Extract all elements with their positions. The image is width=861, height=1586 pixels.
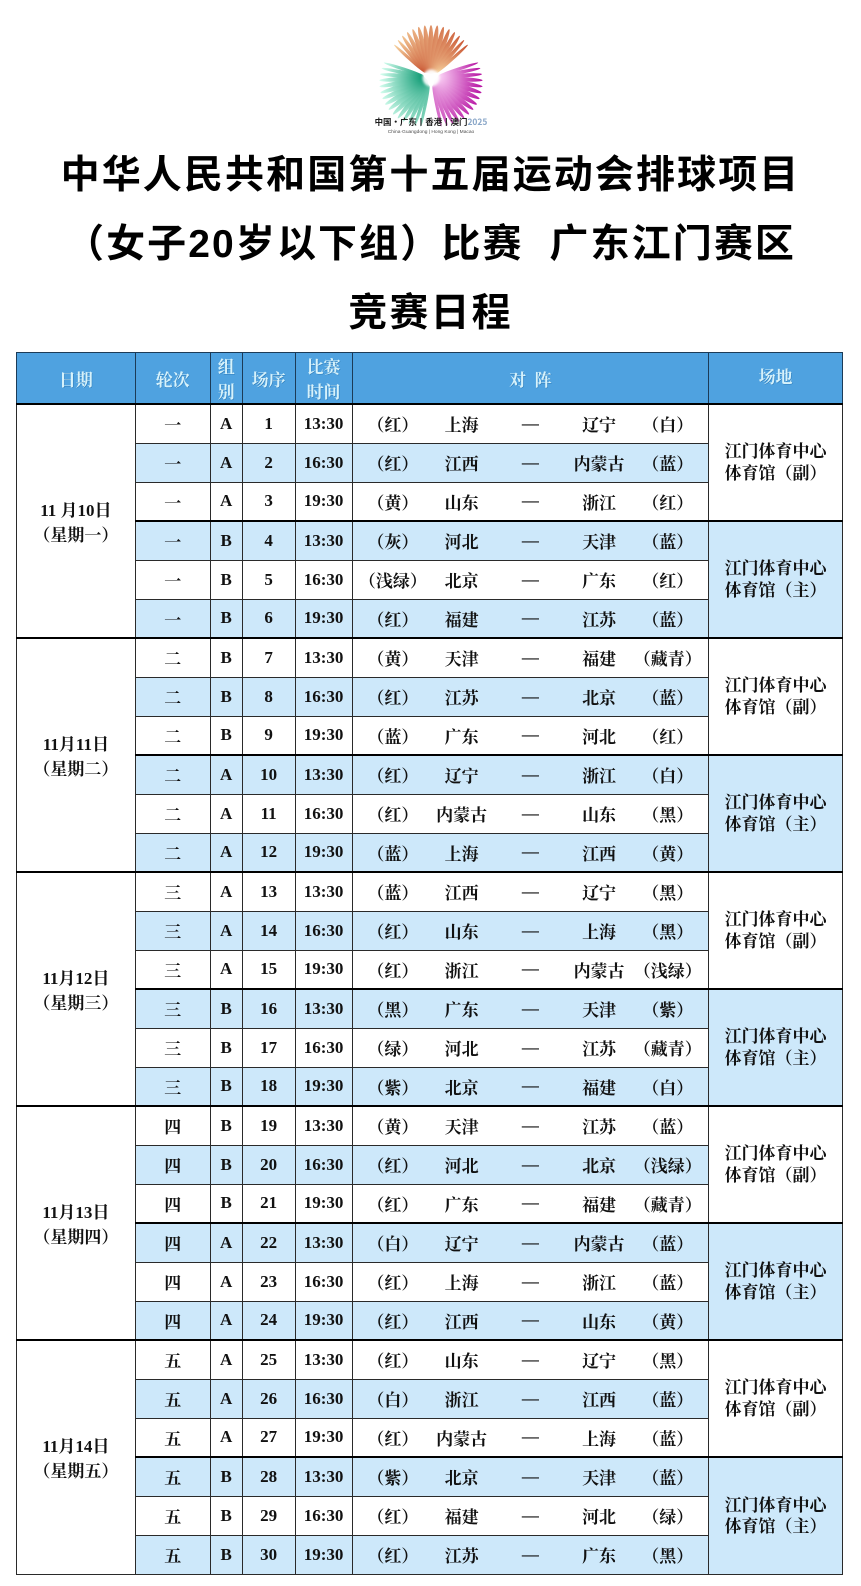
svg-text:China·Guangdong | Hong Kong |: China·Guangdong | Hong Kong | Macao [387, 129, 474, 135]
svg-text:中国·广东丨香港丨澳门2025: 中国·广东丨香港丨澳门2025 [374, 116, 487, 128]
